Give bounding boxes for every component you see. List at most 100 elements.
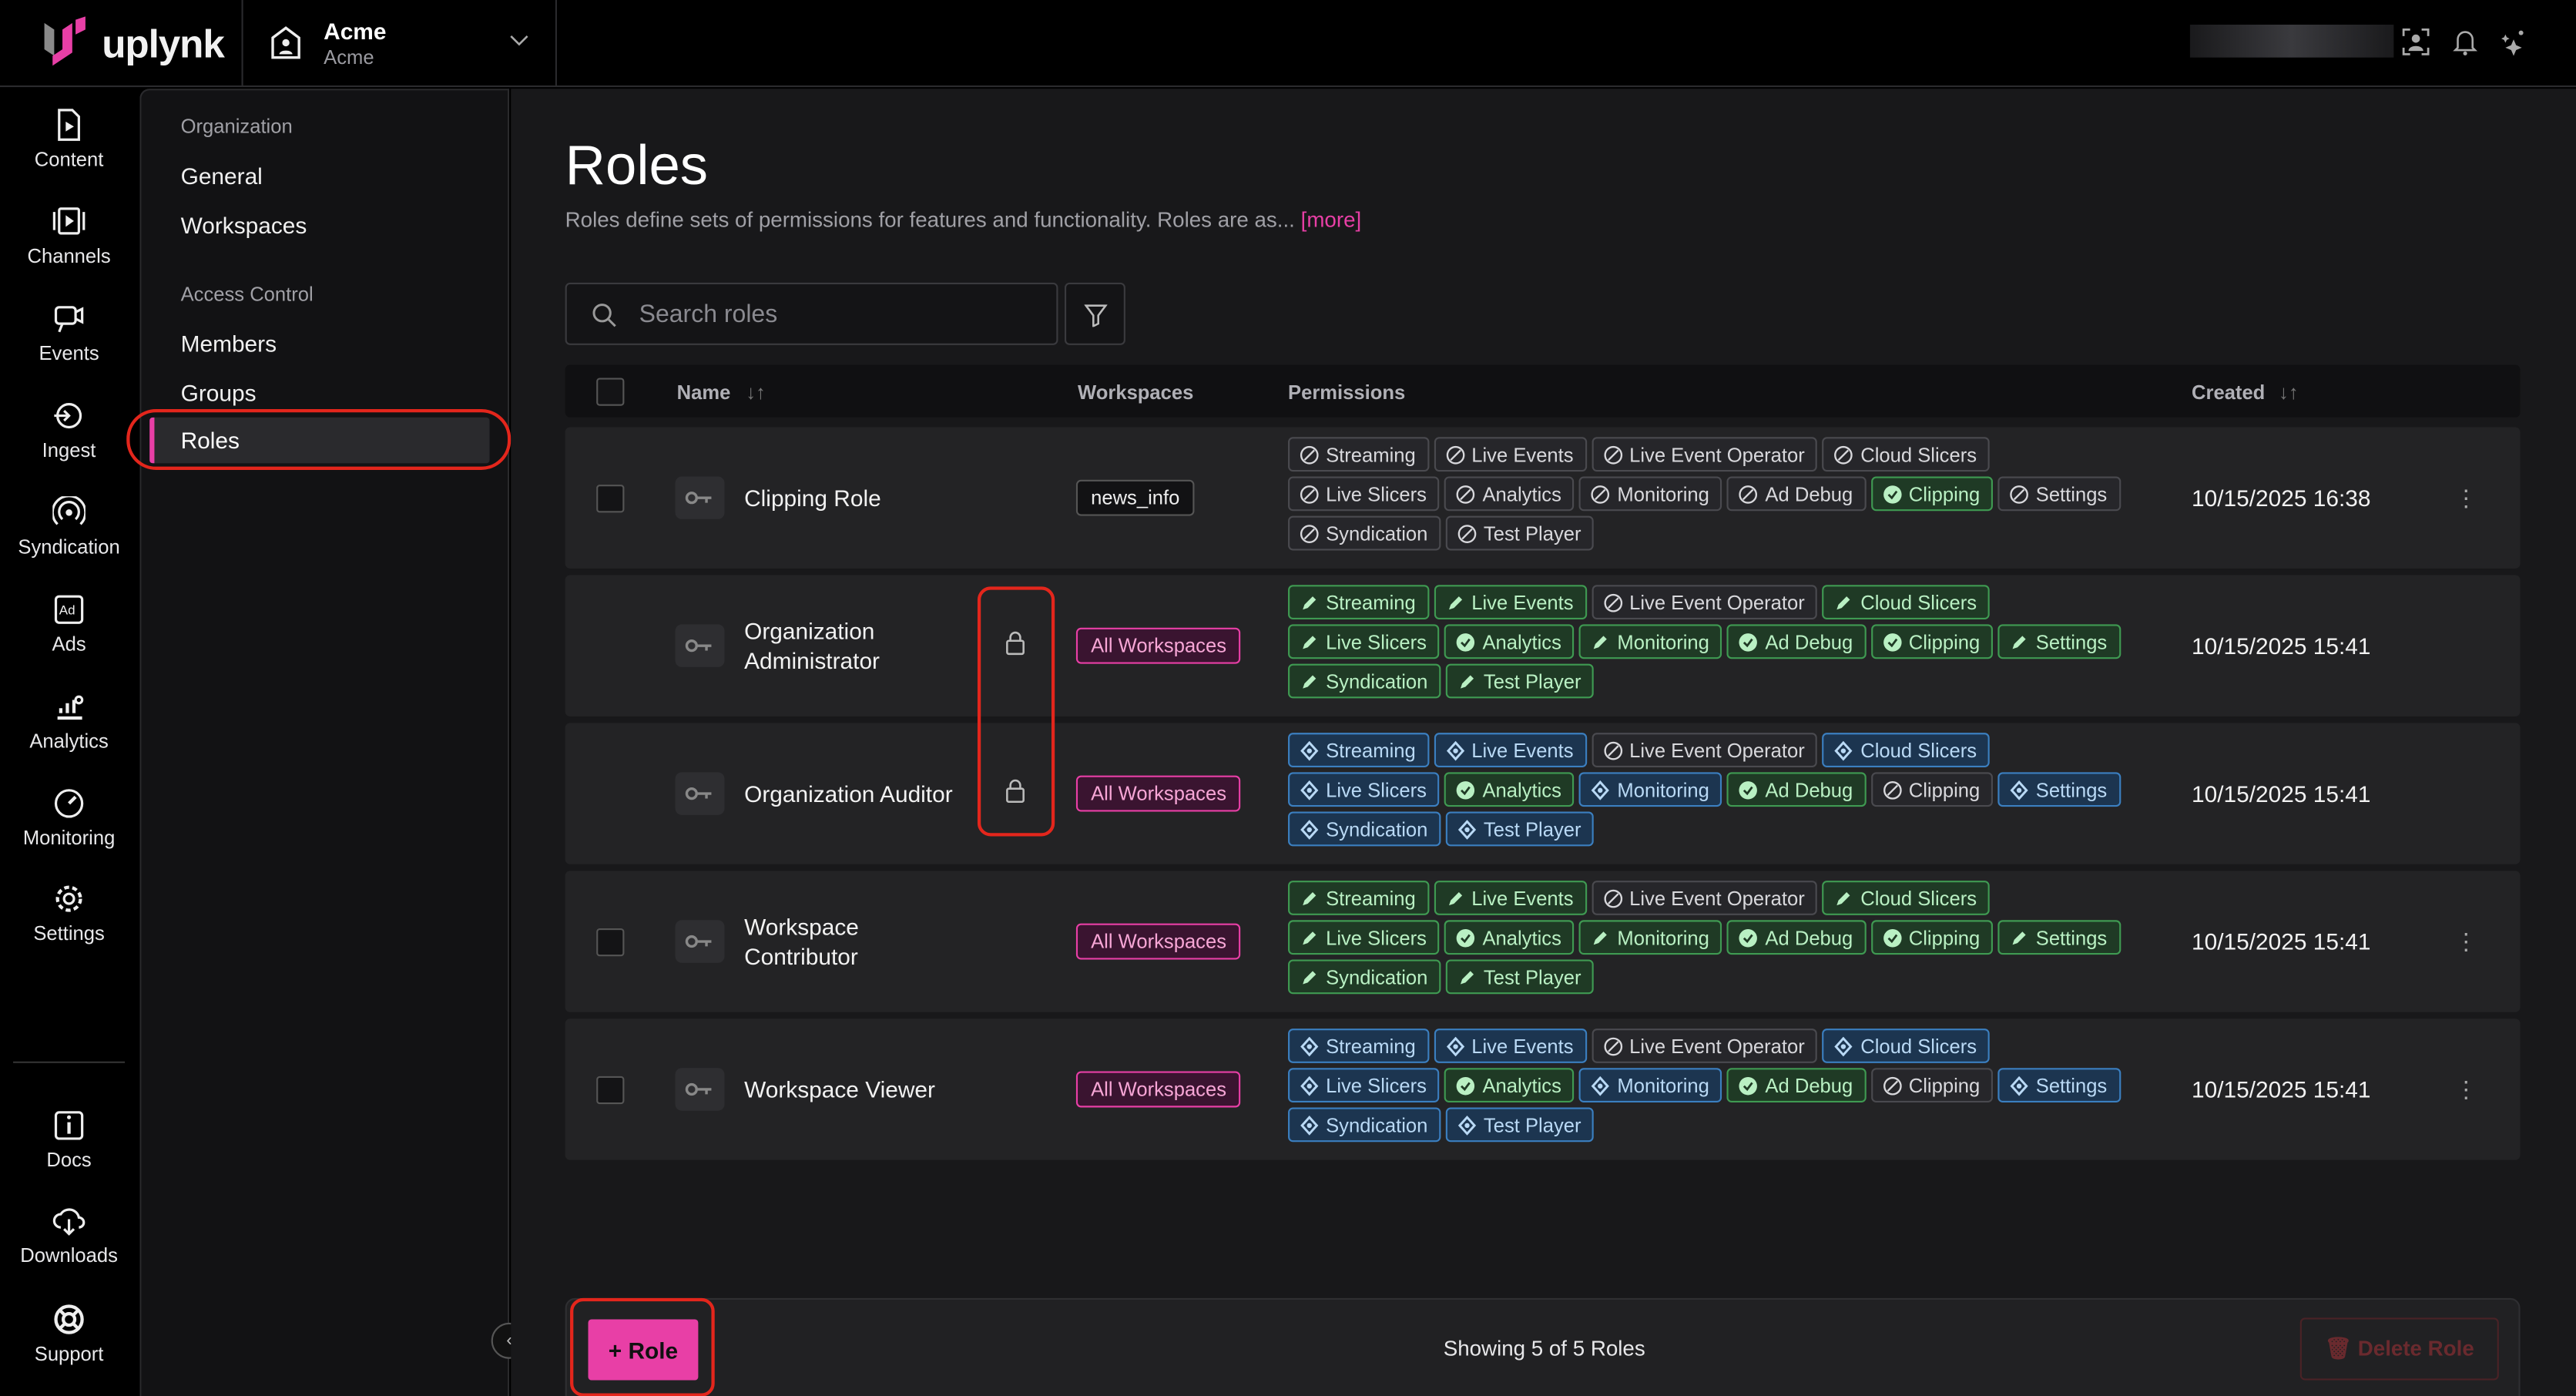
nav-downloads[interactable]: Downloads	[0, 1204, 138, 1267]
workspace-badge: news_info	[1075, 479, 1195, 516]
table-row[interactable]: Organization Administrator All Workspaces…	[565, 575, 2521, 716]
row-checkbox[interactable]	[596, 485, 625, 513]
permission-label: Clipping	[1908, 629, 1981, 653]
nav-docs[interactable]: Docs	[0, 1109, 138, 1172]
eye-icon	[1300, 819, 1319, 839]
nav-analytics[interactable]: Analytics	[0, 690, 138, 753]
uplynk-logo[interactable]: uplynk	[42, 16, 225, 69]
pencil-icon	[2012, 635, 2026, 649]
sort-created-icon[interactable]: ↓↑	[2279, 381, 2299, 404]
permission-label: Syndication	[1326, 522, 1428, 545]
nav-content[interactable]: Content	[0, 109, 138, 171]
permission-tag: Monitoring	[1579, 476, 1722, 512]
pencil-icon	[1461, 674, 1474, 688]
permission-label: Live Events	[1471, 738, 1574, 762]
row-checkbox[interactable]	[596, 1076, 625, 1105]
permission-tag: Syndication	[1288, 959, 1441, 995]
row-menu-icon[interactable]: ⋮	[2454, 485, 2478, 512]
permission-label: Ad Debug	[1765, 925, 1853, 949]
permission-tag: Streaming	[1288, 585, 1429, 620]
permission-label: Test Player	[1483, 817, 1581, 841]
permission-label: Live Events	[1471, 590, 1574, 614]
check-circle-icon	[1457, 780, 1475, 799]
permission-label: Ad Debug	[1765, 1073, 1853, 1097]
nav-settings[interactable]: Settings	[0, 882, 138, 945]
sparkle-icon[interactable]	[2501, 28, 2527, 56]
workspace-badge: All Workspaces	[1075, 1071, 1242, 1108]
permission-label: Analytics	[1482, 777, 1561, 801]
nav-label: Monitoring	[22, 826, 116, 850]
section-organization: Organization	[180, 115, 293, 139]
nav-label: Events	[39, 341, 99, 365]
table-row[interactable]: Workspace Viewer All Workspaces Streaming L…	[565, 1018, 2521, 1160]
subnav-members[interactable]: Members	[180, 330, 277, 357]
filter-icon	[1084, 304, 1108, 327]
row-menu-icon[interactable]: ⋮	[2454, 1076, 2478, 1103]
permission-tag: Ad Debug	[1727, 920, 1867, 955]
nav-events[interactable]: Events	[0, 302, 138, 364]
nav-channels[interactable]: Channels	[0, 206, 138, 268]
eye-icon	[1300, 779, 1319, 800]
role-name[interactable]: Organization Administrator	[744, 617, 880, 674]
permission-tag: Analytics	[1444, 476, 1575, 512]
search-input[interactable]	[639, 284, 1034, 344]
sort-name-icon[interactable]: ↓↑	[746, 381, 766, 404]
subnav-general[interactable]: General	[180, 163, 263, 190]
nav-monitoring[interactable]: Monitoring	[0, 787, 138, 850]
org-switcher[interactable]: Acme Acme	[241, 0, 557, 88]
permission-label: Live Slicers	[1326, 1073, 1427, 1097]
permission-label: Test Player	[1483, 965, 1581, 988]
permission-tag: Live Event Operator	[1592, 437, 1818, 472]
more-link[interactable]: [more]	[1300, 206, 1362, 232]
delete-role-button[interactable]: 🗑 Delete Role	[2299, 1317, 2499, 1381]
header-created[interactable]: Created	[2192, 381, 2266, 404]
role-name[interactable]: Clipping Role	[744, 485, 881, 512]
role-name[interactable]: Workspace Viewer	[744, 1076, 935, 1103]
permission-tag: Clipping	[1870, 920, 1994, 955]
no-access-icon	[1603, 888, 1622, 908]
key-icon	[675, 772, 725, 815]
bell-icon[interactable]	[2453, 28, 2478, 55]
pencil-icon	[1303, 931, 1317, 945]
table-row[interactable]: Workspace Contributor All Workspaces Strea…	[565, 871, 2521, 1012]
annotation-roles-highlight	[126, 409, 512, 470]
permission-label: Live Slicers	[1326, 777, 1427, 801]
row-checkbox[interactable]	[596, 928, 625, 957]
role-name[interactable]: Organization Auditor	[744, 780, 953, 807]
search-box	[565, 282, 1058, 345]
permission-label: Syndication	[1326, 817, 1428, 841]
permission-label: Clipping	[1908, 482, 1981, 505]
nav-ingest[interactable]: Ingest	[0, 399, 138, 461]
nav-label: Downloads	[20, 1243, 118, 1267]
permission-tag: Live Slicers	[1288, 624, 1441, 659]
permission-label: Settings	[2035, 629, 2108, 653]
table-row[interactable]: Clipping Role news_info Streaming Live Even…	[565, 427, 2521, 569]
permission-label: Monitoring	[1617, 629, 1709, 653]
nav-ads[interactable]: Ad Ads	[0, 593, 138, 656]
permission-tag: Live Events	[1434, 437, 1587, 472]
pencil-icon	[1461, 970, 1474, 984]
nav-label: Ingest	[42, 438, 96, 462]
nav-syndication[interactable]: Syndication	[0, 496, 138, 559]
header-name[interactable]: Name	[676, 381, 731, 404]
permission-tag: Ad Debug	[1727, 476, 1867, 512]
permission-label: Analytics	[1482, 1073, 1561, 1097]
subnav-workspaces[interactable]: Workspaces	[180, 212, 307, 239]
permission-label: Clipping	[1908, 925, 1981, 949]
select-all-checkbox[interactable]	[596, 378, 625, 406]
table-row[interactable]: Organization Auditor All Workspaces Stream…	[565, 723, 2521, 864]
row-menu-icon[interactable]: ⋮	[2454, 928, 2478, 955]
permission-label: Clipping	[1908, 777, 1981, 801]
filter-button[interactable]	[1064, 282, 1125, 345]
svg-text:Ad: Ad	[59, 603, 75, 618]
role-name[interactable]: Workspace Contributor	[744, 913, 859, 970]
lock-icon	[1006, 779, 1025, 804]
add-role-button[interactable]: + Role	[588, 1319, 699, 1381]
subnav-roles[interactable]: Roles	[149, 417, 490, 464]
permission-tag: Live Slicers	[1288, 1068, 1441, 1103]
subnav-groups[interactable]: Groups	[180, 379, 257, 406]
profile-icon[interactable]	[2402, 28, 2430, 55]
main-content: Roles Roles define sets of permissions f…	[511, 89, 2576, 1396]
permission-label: Cloud Slicers	[1860, 738, 1977, 762]
nav-support[interactable]: Support	[0, 1303, 138, 1365]
